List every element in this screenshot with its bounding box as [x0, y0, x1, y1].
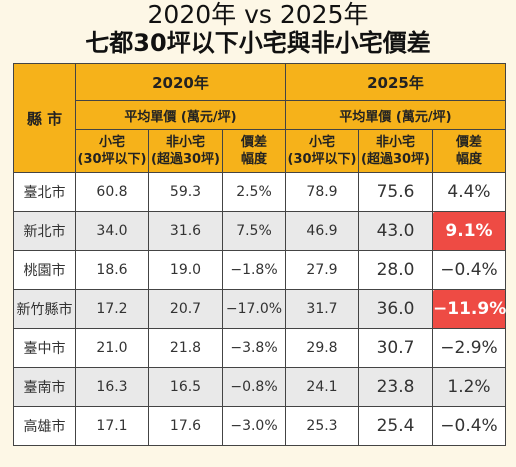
avg-price-header-2025: 平均單價 (萬元/坪): [285, 100, 506, 130]
header-line: (30坪以下): [287, 152, 357, 167]
small-price-2025: 46.9: [285, 211, 359, 251]
non-small-price-2025: 28.0: [358, 250, 433, 290]
small-price-2020: 60.8: [75, 172, 149, 212]
non-small-price-2020: 59.3: [148, 172, 223, 212]
small-house-header-2020: 小宅 (30坪以下): [75, 129, 149, 173]
table-row: 新北市 34.0 31.6 7.5% 46.9 43.0 9.1%: [13, 211, 506, 251]
small-price-2025: 25.3: [285, 406, 359, 446]
table-row: 臺中市 21.0 21.8 −3.8% 29.8 30.7 −2.9%: [13, 328, 506, 368]
price-diff-2025: −0.4%: [432, 250, 506, 290]
price-diff-2025-highlighted: −11.9%: [432, 289, 506, 329]
price-diff-2020: −1.8%: [222, 250, 286, 290]
header-line: (30坪以下): [77, 152, 147, 167]
header-line: 非小宅: [375, 135, 415, 150]
header-line: 小宅: [308, 135, 335, 150]
small-price-2020: 17.1: [75, 406, 149, 446]
table-row: 桃園市 18.6 19.0 −1.8% 27.9 28.0 −0.4%: [13, 250, 506, 290]
non-small-price-2025: 23.8: [358, 367, 433, 407]
title-years: 2020年 vs 2025年: [147, 0, 369, 29]
year-2020-header: 2020年: [75, 63, 286, 101]
small-price-2020: 34.0: [75, 211, 149, 251]
small-price-2020: 21.0: [75, 328, 149, 368]
price-diff-header-2020: 價差 幅度: [222, 129, 286, 173]
non-small-price-2020: 19.0: [148, 250, 223, 290]
city-cell: 桃園市: [13, 250, 76, 290]
price-diff-2025: 4.4%: [432, 172, 506, 212]
small-price-2020: 17.2: [75, 289, 149, 329]
table-row: 臺北市 60.8 59.3 2.5% 78.9 75.6 4.4%: [13, 172, 506, 212]
non-small-price-2020: 16.5: [148, 367, 223, 407]
title-subject: 七都30坪以下小宅與非小宅價差: [85, 29, 431, 57]
non-small-house-header-2020: 非小宅 (超過30坪): [148, 129, 223, 173]
non-small-price-2020: 31.6: [148, 211, 223, 251]
price-diff-2020: −3.8%: [222, 328, 286, 368]
price-comparison-table: 縣 市 2020年 2025年 平均單價 (萬元/坪) 平均單價 (萬元/坪) …: [13, 63, 506, 446]
small-price-2020: 18.6: [75, 250, 149, 290]
price-diff-2020: 2.5%: [222, 172, 286, 212]
small-price-2020: 16.3: [75, 367, 149, 407]
price-diff-header-2025: 價差 幅度: [432, 129, 506, 173]
non-small-price-2025: 25.4: [358, 406, 433, 446]
small-price-2025: 31.7: [285, 289, 359, 329]
year-2025-header: 2025年: [285, 63, 506, 101]
header-line: 小宅: [98, 135, 125, 150]
small-price-2025: 24.1: [285, 367, 359, 407]
header-line: 幅度: [455, 152, 482, 167]
header-line: 幅度: [240, 152, 267, 167]
header-line: 價差: [240, 135, 267, 150]
city-cell: 臺北市: [13, 172, 76, 212]
small-price-2025: 78.9: [285, 172, 359, 212]
non-small-price-2020: 17.6: [148, 406, 223, 446]
city-cell: 臺中市: [13, 328, 76, 368]
price-diff-2020: −0.8%: [222, 367, 286, 407]
non-small-price-2025: 36.0: [358, 289, 433, 329]
non-small-price-2025: 75.6: [358, 172, 433, 212]
header-line: 非小宅: [165, 135, 205, 150]
price-diff-2025: −0.4%: [432, 406, 506, 446]
avg-price-header-2020: 平均單價 (萬元/坪): [75, 100, 286, 130]
price-diff-2025-highlighted: 9.1%: [432, 211, 506, 251]
non-small-house-header-2025: 非小宅 (超過30坪): [358, 129, 433, 173]
non-small-price-2020: 21.8: [148, 328, 223, 368]
table-row: 新竹縣市 17.2 20.7 −17.0% 31.7 36.0 −11.9%: [13, 289, 506, 329]
price-diff-2020: 7.5%: [222, 211, 286, 251]
city-cell: 新竹縣市: [13, 289, 76, 329]
non-small-price-2025: 30.7: [358, 328, 433, 368]
price-diff-2020: −17.0%: [222, 289, 286, 329]
price-diff-2020: −3.0%: [222, 406, 286, 446]
header-line: 價差: [455, 135, 482, 150]
small-price-2025: 27.9: [285, 250, 359, 290]
table-row: 臺南市 16.3 16.5 −0.8% 24.1 23.8 1.2%: [13, 367, 506, 407]
header-line: (超過30坪): [361, 152, 430, 167]
city-cell: 新北市: [13, 211, 76, 251]
city-cell: 臺南市: [13, 367, 76, 407]
county-header: 縣 市: [13, 63, 76, 173]
small-house-header-2025: 小宅 (30坪以下): [285, 129, 359, 173]
price-diff-2025: −2.9%: [432, 328, 506, 368]
table-row: 高雄市 17.1 17.6 −3.0% 25.3 25.4 −0.4%: [13, 406, 506, 446]
price-diff-2025: 1.2%: [432, 367, 506, 407]
city-cell: 高雄市: [13, 406, 76, 446]
header-line: (超過30坪): [151, 152, 220, 167]
non-small-price-2020: 20.7: [148, 289, 223, 329]
non-small-price-2025: 43.0: [358, 211, 433, 251]
small-price-2025: 29.8: [285, 328, 359, 368]
